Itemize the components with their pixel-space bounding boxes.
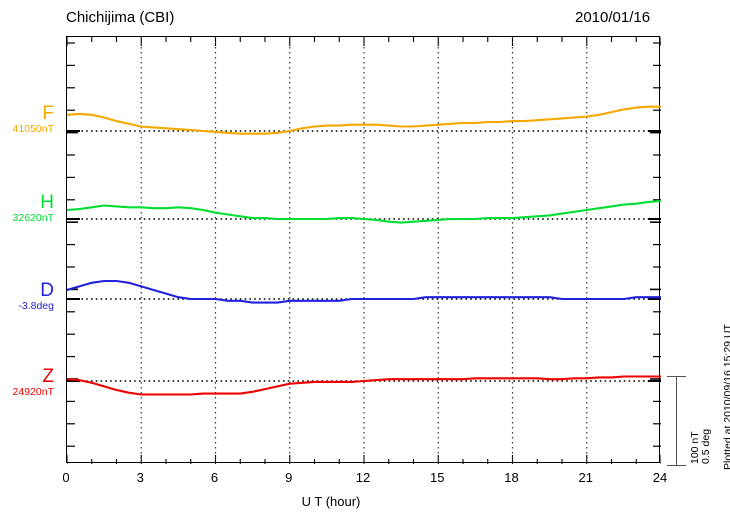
x-tick-label: 0: [62, 470, 70, 485]
component-name-z: Z: [42, 366, 54, 387]
component-baseline-d: -3.8deg: [18, 300, 54, 312]
component-baseline-f: 41050nT: [12, 123, 54, 135]
x-tick-label: 24: [652, 470, 668, 485]
x-tick-label: 12: [355, 470, 371, 485]
trace-z: [67, 375, 661, 396]
scale-bar: [667, 376, 686, 466]
x-tick-label: 9: [285, 470, 293, 485]
trace-d: [67, 279, 661, 304]
plot-svg: [67, 37, 661, 464]
component-name-f: F: [42, 103, 54, 124]
vertical-gridlines: [140, 37, 588, 464]
plotted-timestamp: Plotted at 2010/09/16 15:29 UT: [722, 324, 730, 470]
page-title: Chichijima (CBI): [66, 9, 175, 26]
data-traces: [67, 105, 661, 396]
x-tick-label: 18: [504, 470, 519, 485]
plot-area: [66, 36, 661, 464]
component-baseline-h: 32620nT: [12, 212, 54, 224]
component-name-h: H: [40, 192, 54, 213]
component-label-z: Z 24920nT: [13, 367, 54, 399]
trace-h: [67, 199, 661, 224]
x-tick-label: 3: [136, 470, 144, 485]
component-label-d: D -3.8deg: [18, 281, 54, 313]
component-baseline-z: 24920nT: [12, 386, 54, 398]
scale-bar-top-cap: [667, 376, 686, 378]
component-label-f: F 41050nT: [13, 104, 54, 136]
x-tick-label: 15: [430, 470, 445, 485]
baseline-dotted-lines: [67, 130, 661, 382]
component-name-d: D: [40, 280, 54, 301]
x-tick-label: 21: [578, 470, 593, 485]
x-tick-label: 6: [210, 470, 219, 485]
x-minor-ticks: [67, 37, 661, 464]
x-axis-title: U T (hour): [301, 494, 361, 509]
observation-date: 2010/01/16: [575, 9, 651, 26]
component-label-h: H 32620nT: [13, 193, 54, 225]
trace-f: [67, 105, 661, 135]
scale-bar-deg-label: 0.5 deg: [700, 428, 712, 464]
scale-bar-bottom-cap: [667, 464, 686, 466]
